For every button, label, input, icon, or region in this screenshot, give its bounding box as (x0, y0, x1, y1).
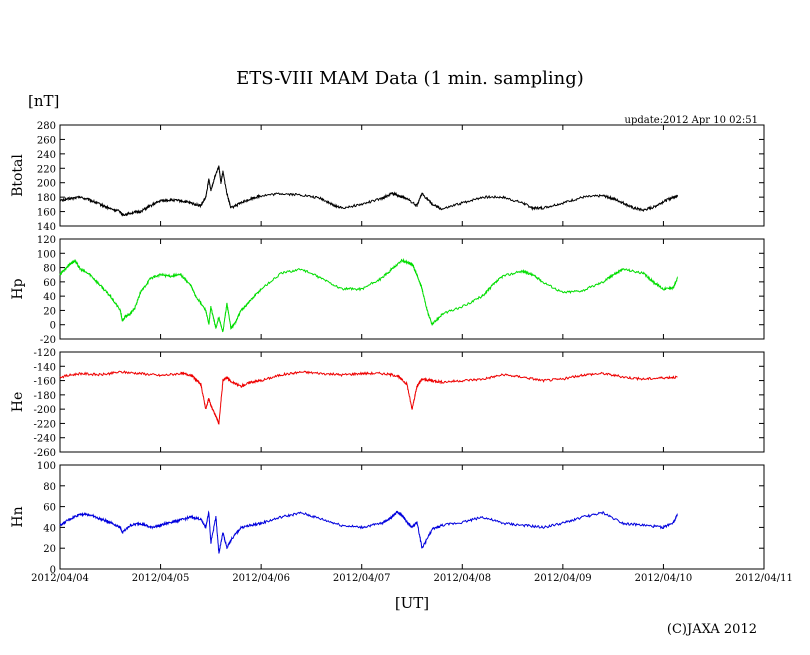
series-line-hp (59, 257, 678, 333)
series-line-hn (59, 510, 678, 554)
y-tick-label: 220 (37, 164, 56, 175)
series-line-btotal (59, 165, 678, 217)
panel-hp: -20 0 20 40 60 80 100 120 Hp (10, 235, 765, 346)
panel-hn: 0 20 40 60 80 100 Hn (10, 461, 765, 576)
y-tick-label: 140 (37, 222, 56, 233)
y-tick-label: 80 (43, 482, 56, 493)
x-tick-label: 2012/04/06 (232, 573, 290, 584)
x-tick-label: 2012/04/05 (132, 573, 190, 584)
y-axis-label-hn: Hn (10, 506, 26, 527)
copyright: (C)JAXA 2012 (667, 622, 757, 637)
x-axis-ticks: 2012/04/04 2012/04/05 2012/04/06 2012/04/07… (31, 573, 793, 584)
y-tick-label: -140 (34, 362, 56, 373)
y-tick-label: 40 (43, 292, 56, 303)
y-tick-label: 0 (50, 321, 56, 332)
x-tick-label: 2012/04/07 (333, 573, 391, 584)
y-tick-label: 180 (37, 193, 56, 204)
y-tick-label: 120 (37, 235, 56, 246)
y-tick-label: -220 (34, 419, 56, 430)
y-tick-label: 0 (50, 565, 56, 576)
y-tick-label: -260 (34, 448, 56, 459)
y-tick-label: 20 (43, 544, 56, 555)
y-tick-label: 40 (43, 523, 56, 534)
panel-frame-hp (59, 238, 765, 340)
y-tick-label: -200 (34, 405, 56, 416)
y-tick-label: 100 (37, 249, 56, 260)
series-line-he (59, 370, 678, 425)
x-tick-label: 2012/04/11 (735, 573, 793, 584)
y-tick-label: -180 (34, 391, 56, 402)
panel-frame-btotal (59, 124, 765, 227)
y-tick-label: 20 (43, 306, 56, 317)
y-tick-label: 80 (43, 264, 56, 275)
y-tick-label: 100 (37, 461, 56, 472)
y-axis-label-btotal: Btotal (10, 154, 26, 197)
y-tick-label: -160 (34, 377, 56, 388)
panel-frame-he (59, 351, 765, 453)
x-tick-label: 2012/04/04 (31, 573, 89, 584)
x-tick-label: 2012/04/09 (534, 573, 592, 584)
y-axis-label-hp: Hp (10, 278, 26, 299)
x-tick-label: 2012/04/10 (635, 573, 693, 584)
unit-label: [nT] (28, 92, 59, 110)
y-tick-label: -20 (40, 335, 56, 346)
y-tick-label: 60 (43, 278, 56, 289)
panel-frame-hn (59, 464, 765, 570)
panel-btotal: 140 160 180 200 220 240 260 280 Btotal (10, 121, 765, 233)
y-tick-label: 260 (37, 135, 56, 146)
x-tick-label: 2012/04/08 (433, 573, 491, 584)
update-timestamp: update:2012 Apr 10 02:51 (625, 115, 758, 126)
chart-title: ETS-VIII MAM Data (1 min. sampling) (236, 68, 584, 89)
y-tick-label: -240 (34, 434, 56, 445)
y-tick-label: 240 (37, 150, 56, 161)
y-tick-label: 60 (43, 503, 56, 514)
panel-he: -120 -140 -160 -180 -200 -220 -240 -260 He (10, 348, 765, 459)
x-axis-label: [UT] (395, 594, 429, 612)
y-tick-label: 160 (37, 208, 56, 219)
y-tick-label: 200 (37, 179, 56, 190)
y-tick-label: 280 (37, 121, 56, 132)
y-tick-label: -120 (34, 348, 56, 359)
y-axis-label-he: He (10, 392, 26, 413)
